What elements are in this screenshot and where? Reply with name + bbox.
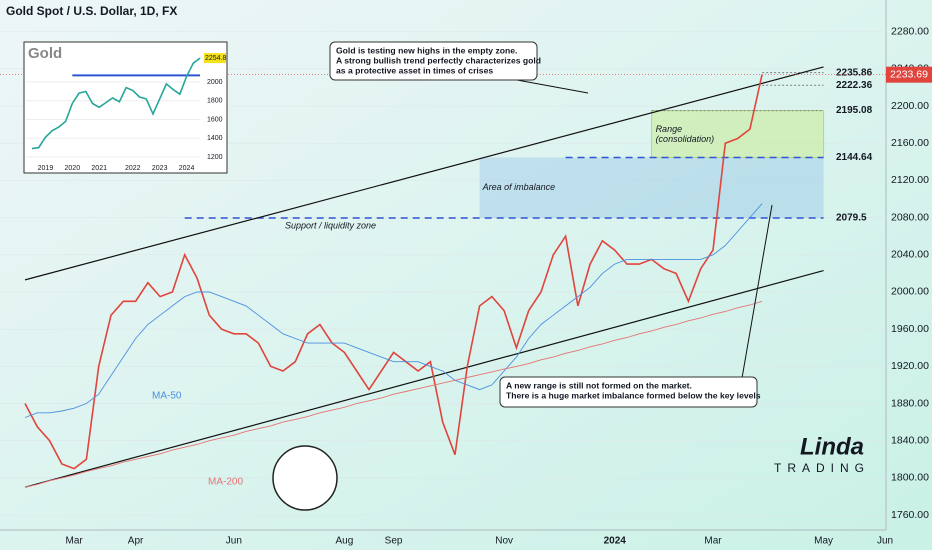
x-tick-label: Sep <box>385 536 403 547</box>
inset-x-tick-label: 2021 <box>91 165 107 172</box>
inset-y-tick-label: 1800 <box>207 98 223 105</box>
x-tick-label: Nov <box>495 536 513 547</box>
inset-title: Gold <box>28 45 62 62</box>
level-label: 2144.64 <box>836 152 873 163</box>
series-label: MA-200 <box>208 477 243 488</box>
zone <box>651 110 825 158</box>
callout-box <box>499 376 758 408</box>
x-tick-label: Apr <box>128 536 144 547</box>
logo-text: TRADING <box>774 461 870 475</box>
moving-average-line <box>24 300 763 488</box>
y-tick-label: 2280.00 <box>891 25 929 37</box>
last-price-label: 2233.69 <box>890 68 928 80</box>
zone-label: Area of imbalance <box>482 182 556 192</box>
inset-last-box <box>204 53 226 64</box>
x-tick-label: Aug <box>336 536 354 547</box>
y-tick-label: 1920.00 <box>891 360 929 372</box>
face-icon <box>272 445 338 511</box>
callout-pointer <box>736 204 773 408</box>
x-tick-label: Jun <box>226 536 242 547</box>
x-tick-label: Jun <box>877 536 893 547</box>
inset-y-tick-label: 1600 <box>207 116 223 123</box>
trend-line <box>24 269 824 488</box>
y-tick-label: 1840.00 <box>891 435 929 447</box>
zone <box>479 157 824 219</box>
inset-x-tick-label: 2022 <box>125 165 141 172</box>
x-tick-label: 2024 <box>604 536 627 547</box>
inset-x-tick-label: 2019 <box>38 165 54 172</box>
inset-x-tick-label: 2020 <box>65 165 81 172</box>
y-tick-label: 1760.00 <box>891 509 929 521</box>
chart-title: Gold Spot / U.S. Dollar, 1D, FX <box>6 4 177 18</box>
callout-pointer <box>516 79 589 94</box>
zone-label: (consolidation) <box>656 134 715 144</box>
callout-box <box>329 41 538 81</box>
inset-x-tick-label: 2023 <box>152 165 168 172</box>
inset-chart: 1200 1400 1600 1800 2000 2019 2020 2021 2022 2023… <box>23 41 228 174</box>
level-label: 2222.36 <box>836 80 873 91</box>
level-label: 2195.08 <box>836 105 873 116</box>
series-label: MA-50 <box>152 391 182 402</box>
y-tick-label: 2200.00 <box>891 100 929 112</box>
y-tick-label: 1960.00 <box>891 323 929 335</box>
inset-last-label: 2254.8 <box>205 55 227 62</box>
x-tick-label: Mar <box>704 536 722 547</box>
y-tick-label: 2120.00 <box>891 174 929 186</box>
level-label: 2079.5 <box>836 213 867 224</box>
y-tick-label: 1800.00 <box>891 472 929 484</box>
x-tick-label: May <box>814 536 833 547</box>
y-tick-label: 1880.00 <box>891 397 929 409</box>
inset-x-tick-label: 2024 <box>179 165 195 172</box>
logo-text: Linda <box>800 433 864 460</box>
inset-y-tick-label: 1200 <box>207 154 223 161</box>
trend-line <box>24 66 824 281</box>
callout-text: Gold is testing new highs in the empty z… <box>336 45 517 55</box>
price-line <box>24 74 763 470</box>
callout-text: There is a huge market imbalance formed … <box>506 390 761 400</box>
support-label: Support / liquidity zone <box>285 220 376 230</box>
zone-label: Range <box>656 124 683 134</box>
callout-text: as a protective asset in times of crises <box>336 65 493 75</box>
y-tick-label: 2080.00 <box>891 211 929 223</box>
callout-text: A strong bullish trend perfectly charact… <box>336 55 541 65</box>
inset-y-tick-label: 1400 <box>207 135 223 142</box>
inset-y-tick-label: 2000 <box>207 79 223 86</box>
y-tick-label: 2040.00 <box>891 249 929 261</box>
moving-average-line <box>24 203 763 418</box>
level-label: 2235.86 <box>836 67 873 78</box>
y-tick-label: 2160.00 <box>891 137 929 149</box>
callout-text: A new range is still not formed on the m… <box>506 380 692 390</box>
last-price-box <box>886 66 932 83</box>
inset-price-line <box>31 57 201 150</box>
x-tick-label: Mar <box>66 536 84 547</box>
y-tick-label: 2000.00 <box>891 286 929 298</box>
